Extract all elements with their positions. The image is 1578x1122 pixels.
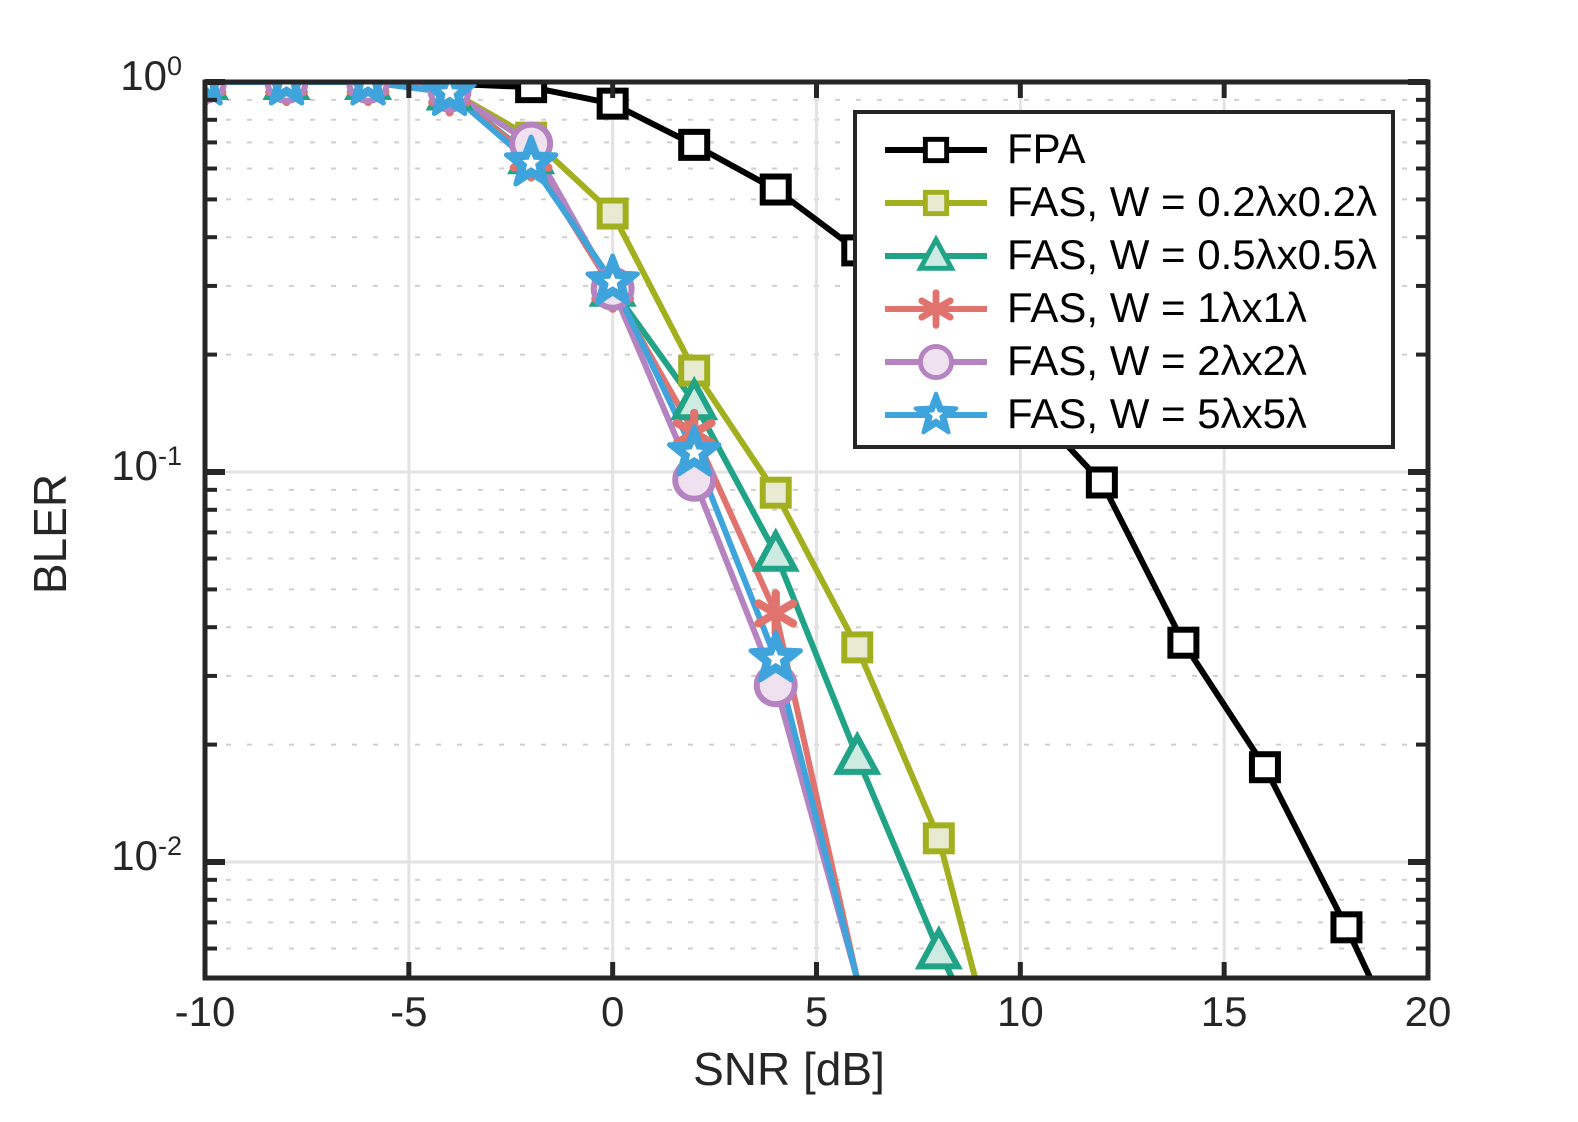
y-tick-exponent: 0 (166, 51, 182, 81)
y-tick-exponent: -1 (157, 441, 182, 471)
y-tick-label: 10-1 (111, 441, 182, 490)
legend-entry-5: FAS, W = 5λx5λ (885, 390, 1307, 437)
x-tick-label: -10 (174, 988, 236, 1035)
y-axis-label: BLER (24, 473, 76, 595)
y-tick-exponent: -2 (157, 831, 182, 861)
legend-entry-1: FAS, W = 0.2λx0.2λ (885, 178, 1377, 225)
y-axis-ticklabels: 100 10-1 10-2 (0, 0, 196, 1122)
x-tick-label: 15 (1200, 988, 1248, 1035)
series-3 (205, 82, 861, 978)
series-markers-5 (205, 82, 803, 683)
series-5 (205, 82, 861, 978)
legend-label: FPA (1007, 125, 1086, 172)
legend-label: FAS, W = 1λx1λ (1007, 284, 1307, 331)
x-tick-label: 0 (600, 988, 625, 1035)
series-markers-1 (205, 82, 955, 855)
legend-label: FAS, W = 0.5λx0.5λ (1007, 231, 1377, 278)
series-markers-2 (205, 82, 963, 970)
series-2 (205, 82, 956, 978)
plot-series-group (205, 82, 1374, 978)
legend-entry-4: FAS, W = 2λx2λ (885, 337, 1307, 384)
series-4 (205, 82, 860, 978)
axis-tickmarks (202, 79, 1431, 978)
x-tick-label: 10 (996, 988, 1044, 1035)
legend-entry-2: FAS, W = 0.5λx0.5λ (885, 231, 1377, 278)
chart-legend: FPA FAS, W = 0.2λx0.2λ FAS, W = 0.5λx0.5λ F… (853, 110, 1395, 449)
x-tick-label: 20 (1404, 988, 1452, 1035)
legend-entry-0: FPA (885, 125, 1086, 172)
legend-label: FAS, W = 0.2λx0.2λ (1007, 178, 1377, 225)
legend-entry-3: FAS, W = 1λx1λ (885, 284, 1307, 331)
x-tick-label: -5 (390, 988, 428, 1035)
y-tick-mantissa: 10 (120, 52, 167, 99)
y-tick-mantissa: 10 (111, 832, 158, 879)
y-tick-mantissa: 10 (111, 442, 158, 489)
y-tick-label: 100 (120, 51, 182, 100)
legend-label: FAS, W = 5λx5λ (1007, 390, 1307, 437)
y-tick-label: 10-2 (111, 831, 182, 880)
x-axis-label: SNR [dB] (693, 1043, 885, 1095)
x-tick-label: 5 (804, 988, 829, 1035)
legend-label: FAS, W = 2λx2λ (1007, 337, 1307, 384)
